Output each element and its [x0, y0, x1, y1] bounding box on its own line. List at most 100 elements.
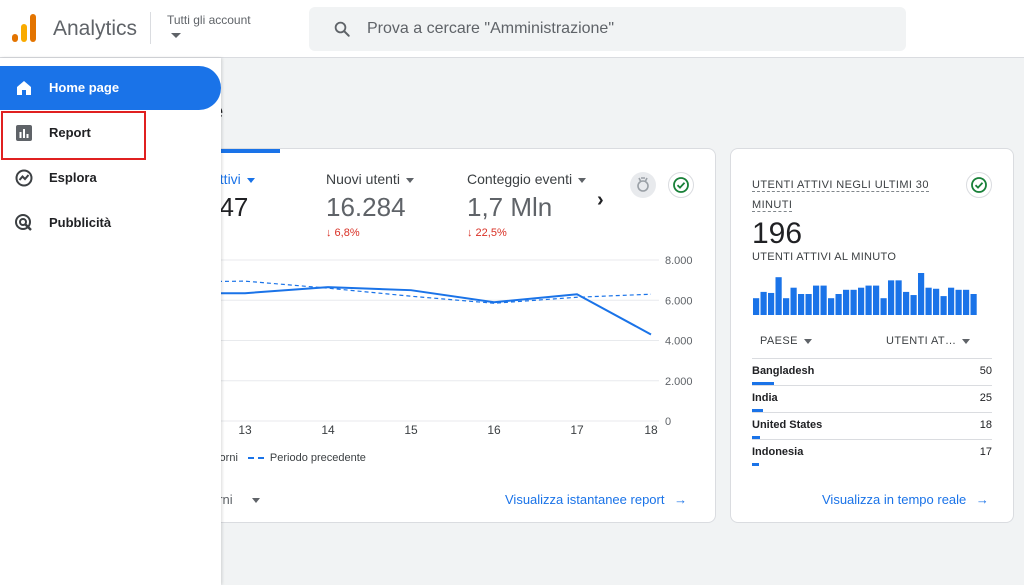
sidebar-item-advertising[interactable]: Pubblicità	[0, 201, 221, 245]
realtime-status-button[interactable]	[966, 172, 992, 198]
country-name: Indonesia	[752, 446, 804, 458]
metric-delta: ↓ 22,5%	[467, 227, 507, 239]
insights-icon	[637, 177, 649, 192]
per-minute-bar	[753, 298, 760, 315]
search-input[interactable]	[367, 15, 887, 43]
per-minute-bar	[805, 294, 812, 315]
chevron-down-icon	[962, 338, 971, 344]
account-caret-icon[interactable]	[171, 33, 181, 38]
per-minute-bar	[910, 295, 917, 315]
metric-value: 16.284	[326, 192, 406, 222]
metric-event-count[interactable]: Conteggio eventi 1,7 Mln ↓ 22,5%	[467, 171, 587, 239]
x-tick-label: 17	[570, 423, 584, 434]
per-minute-bar	[760, 291, 767, 315]
metric-value: 1,7 Mln	[467, 192, 553, 222]
per-minute-bar	[963, 289, 970, 315]
table-row[interactable]: India 25	[752, 385, 992, 412]
explore-icon	[15, 169, 33, 187]
y-tick-label: 8.000	[665, 255, 693, 267]
realtime-subtitle: UTENTI ATTIVI AL MINUTO	[752, 251, 897, 263]
per-minute-bar	[948, 287, 955, 315]
y-tick-label: 2.000	[665, 376, 693, 388]
country-count: 17	[979, 446, 992, 458]
per-minute-bar	[873, 285, 880, 315]
sidebar-item-report[interactable]: Report	[0, 111, 221, 155]
status-check-button[interactable]	[668, 172, 694, 198]
column-header-country[interactable]: PAESE	[760, 335, 812, 347]
column-header-users[interactable]: UTENTI AT…	[886, 335, 971, 347]
x-tick-label: 16	[487, 423, 501, 434]
x-tick-label: 18	[644, 423, 658, 434]
y-tick-label: 4.000	[665, 336, 693, 348]
per-minute-bar	[888, 280, 895, 315]
x-tick-label: 15	[404, 423, 418, 434]
y-tick-label: 0	[665, 416, 671, 428]
realtime-card: UTENTI ATTIVI NEGLI ULTIMI 30 MINUTI 196…	[730, 148, 1014, 523]
view-report-snapshot-link[interactable]: Visualizza istantanee report →	[505, 492, 687, 507]
link-label: Visualizza in tempo reale	[822, 492, 967, 507]
per-minute-bar	[858, 287, 865, 315]
column-header-label: UTENTI AT…	[886, 335, 957, 347]
country-count: 50	[979, 365, 992, 377]
account-selector[interactable]: Tutti gli account	[167, 13, 251, 27]
country-name: United States	[752, 419, 823, 431]
chevron-down-icon	[246, 177, 255, 183]
country-name: India	[752, 392, 778, 404]
per-minute-bar	[895, 280, 902, 315]
chevron-down-icon	[405, 177, 414, 183]
table-row[interactable]: United States 18	[752, 412, 992, 439]
per-minute-bar	[835, 294, 842, 315]
per-minute-bar-chart	[753, 273, 977, 315]
realtime-title-text: UTENTI ATTIVI NEGLI ULTIMI 30 MINUTI	[752, 179, 929, 212]
overview-line-chart: 8.000 6.000 4.000 2.000 0 13 14 15 16 17 18	[181, 255, 693, 434]
app-title: Analytics	[53, 17, 138, 40]
analytics-logo[interactable]	[12, 14, 38, 42]
header-divider	[150, 12, 151, 44]
country-share-bar	[752, 382, 774, 385]
metric-delta: ↓ 6,8%	[326, 227, 360, 239]
metric-label: Conteggio eventi	[467, 171, 573, 187]
column-header-label: PAESE	[760, 335, 798, 347]
insights-button[interactable]	[630, 172, 656, 198]
realtime-title[interactable]: UTENTI ATTIVI NEGLI ULTIMI 30 MINUTI	[752, 175, 942, 215]
country-count: 25	[979, 392, 992, 404]
per-minute-bar	[775, 277, 782, 315]
metric-label: Nuovi utenti	[326, 171, 400, 187]
sidebar-item-explore[interactable]: Esplora	[0, 156, 221, 200]
arrow-right-icon: →	[975, 492, 989, 507]
series-line-previous	[181, 280, 652, 304]
per-minute-bar	[918, 273, 925, 315]
realtime-value: 196	[752, 217, 803, 250]
sidebar-item-label: Report	[49, 125, 91, 140]
chart-legend: giorni Periodo precedente	[211, 452, 366, 464]
per-minute-bar	[940, 296, 947, 315]
per-minute-bar	[790, 287, 797, 315]
country-share-bar	[752, 409, 763, 412]
home-icon	[17, 81, 31, 95]
per-minute-bar	[903, 291, 910, 315]
top-bar: Analytics Tutti gli account	[0, 0, 1024, 58]
view-realtime-link[interactable]: Visualizza in tempo reale →	[822, 492, 989, 507]
per-minute-bar	[828, 298, 835, 315]
table-row[interactable]: Bangladesh 50	[752, 358, 992, 385]
per-minute-bar	[798, 294, 805, 315]
metric-new-users[interactable]: Nuovi utenti 16.284 ↓ 6,8%	[326, 171, 414, 239]
advertising-icon	[15, 214, 32, 231]
table-row[interactable]: Indonesia 17	[752, 439, 992, 466]
per-minute-bar	[955, 289, 962, 315]
per-minute-bar	[880, 298, 887, 315]
legend-previous-label: Periodo precedente	[269, 452, 366, 464]
search-bar[interactable]	[309, 7, 906, 51]
sidebar: Home page Report Esplora Pubblicità	[0, 58, 221, 585]
chevron-down-icon[interactable]	[252, 498, 260, 503]
x-tick-label: 14	[321, 423, 335, 434]
next-metrics-chevron-icon[interactable]: ›	[597, 189, 604, 211]
sidebar-item-home[interactable]: Home page	[0, 66, 221, 110]
check-circle-icon	[971, 177, 987, 193]
check-circle-icon	[673, 177, 689, 193]
y-tick-label: 6.000	[665, 295, 693, 307]
country-count: 18	[979, 419, 992, 431]
per-minute-bar	[768, 292, 775, 315]
search-icon	[334, 21, 350, 37]
arrow-right-icon: →	[674, 492, 688, 507]
